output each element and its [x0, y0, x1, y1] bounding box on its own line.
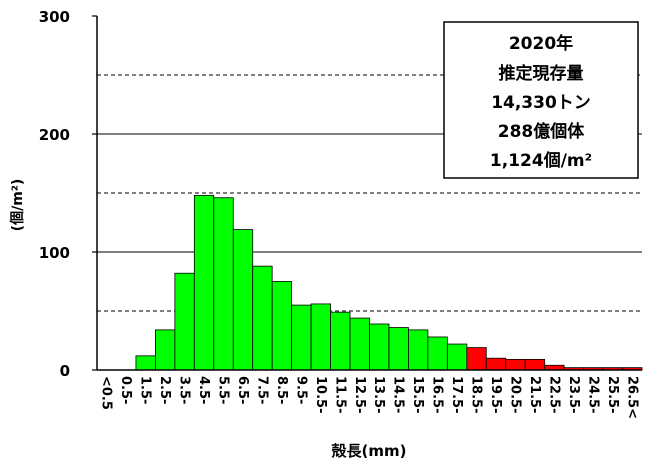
bars — [135, 194, 643, 371]
bar — [466, 347, 487, 371]
bar — [310, 303, 331, 371]
x-tick-label: 13.5- — [371, 376, 386, 413]
x-tick-label: 7.5- — [254, 376, 269, 404]
bar — [427, 336, 448, 371]
x-tick-label: 19.5- — [488, 376, 503, 413]
bar — [505, 358, 526, 371]
x-tick-label: 24.5- — [585, 376, 600, 413]
bar — [213, 197, 234, 371]
x-tick-label: 16.5- — [430, 376, 445, 413]
x-tick-label: 8.5- — [274, 376, 289, 404]
x-tick-label: 22.5- — [546, 376, 561, 413]
annotation-line-year: 2020年 — [509, 33, 573, 54]
bar — [524, 358, 546, 371]
bar — [135, 355, 156, 371]
y-tick-label: 100 — [39, 244, 70, 262]
x-tick-label: 20.5- — [507, 376, 522, 413]
x-tick-label: 1.5- — [138, 376, 153, 404]
bar — [154, 329, 176, 371]
x-tick-label: 18.5- — [469, 376, 484, 413]
bar — [252, 265, 273, 371]
x-axis-title: 殻長(mm) — [332, 442, 407, 460]
bar — [349, 317, 370, 371]
annotation-frame — [443, 21, 639, 179]
annotation-line-tonnage: 14,330トン — [491, 93, 591, 113]
x-tick-label: 14.5- — [391, 376, 406, 413]
annotation-box: 2020年 推定現存量 14,330トン 288億個体 1,124個/m² — [443, 21, 639, 179]
bar — [388, 327, 409, 371]
bar — [408, 329, 429, 371]
bar — [271, 281, 293, 371]
annotation-line-count: 288億個体 — [498, 121, 585, 142]
x-tick-label: 9.5- — [293, 376, 308, 404]
annotation-line-label: 推定現存量 — [499, 63, 584, 84]
x-tick-label: 12.5- — [352, 376, 367, 413]
x-tick-label: 23.5- — [566, 376, 581, 413]
annotation-line-density: 1,124個/m² — [490, 150, 592, 171]
x-tick-label: <0.5 — [99, 376, 114, 410]
x-tick-label: 15.5- — [410, 376, 425, 413]
x-tick-label: 6.5- — [235, 376, 250, 404]
bar — [193, 194, 215, 371]
y-tick-label: 0 — [60, 362, 70, 380]
x-tick-label: 2.5- — [157, 376, 172, 404]
x-tick-label: 3.5- — [177, 376, 192, 404]
y-axis-title: (個/m²) — [9, 179, 26, 232]
x-tick-label: 11.5- — [332, 376, 347, 413]
bar — [485, 357, 507, 371]
x-tick-label: 26.5< — [624, 376, 639, 419]
bar — [291, 304, 312, 371]
axes — [96, 16, 642, 371]
y-tick-labels: 0 100 200 300 — [39, 8, 97, 380]
x-tick-label: 21.5- — [527, 376, 542, 413]
x-tick-label: 5.5- — [216, 376, 231, 404]
bar — [446, 343, 468, 371]
bar — [330, 311, 351, 371]
x-tick-label: 17.5- — [449, 376, 464, 413]
bar — [174, 272, 195, 371]
x-tick-label: 4.5- — [196, 376, 211, 404]
x-tick-labels: <0.5 0.5- 1.5- 2.5- 3.5- 4.5- 5.5- 6.5- 7.5- 8.5-… — [99, 376, 640, 419]
y-tick-label: 200 — [39, 126, 70, 144]
x-tick-label: 10.5- — [313, 376, 328, 413]
bar — [369, 323, 390, 371]
y-tick-label: 300 — [39, 8, 70, 26]
bar — [232, 229, 254, 371]
x-tick-label: 25.5- — [605, 376, 620, 413]
x-tick-label: 0.5- — [118, 376, 133, 404]
